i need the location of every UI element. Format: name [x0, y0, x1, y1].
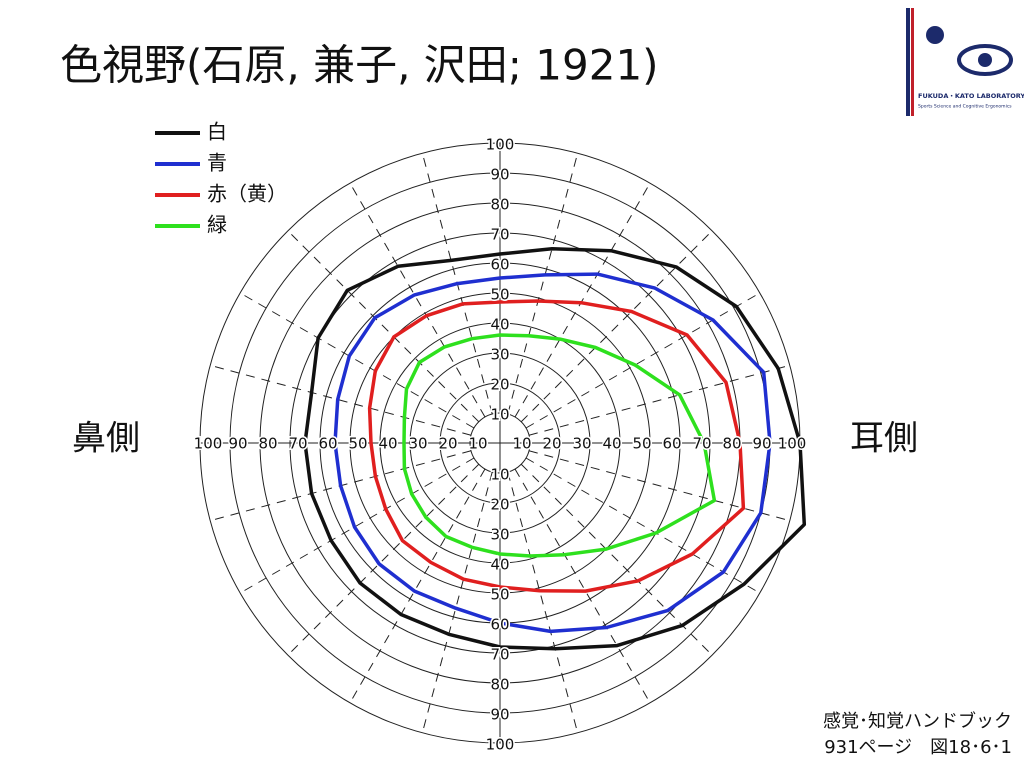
r-tick-label: 100: [194, 435, 223, 453]
spoke: [525, 457, 761, 594]
spoke: [287, 463, 480, 656]
grid-ring: [409, 352, 591, 534]
r-tick-label: 70: [490, 226, 509, 244]
r-tick-label: 50: [632, 435, 651, 453]
spoke: [507, 153, 579, 415]
field-line: [303, 247, 807, 651]
r-tick-label: 20: [438, 435, 457, 453]
r-tick-label: 20: [542, 435, 561, 453]
grid-ring: [379, 322, 621, 564]
r-tick-label: 70: [288, 435, 307, 453]
spoke: [349, 182, 486, 418]
r-tick-label: 30: [490, 346, 509, 364]
spoke: [349, 468, 486, 704]
r-tick-label: 100: [486, 136, 515, 154]
spoke: [239, 457, 475, 594]
spoke: [287, 230, 480, 423]
source-line: 931ページ 図18･6･1: [824, 737, 1012, 758]
logo-bar: [906, 8, 910, 116]
r-tick-label: 30: [408, 435, 427, 453]
spoke: [525, 292, 761, 429]
r-tick-label: 50: [490, 286, 509, 304]
spoke: [514, 182, 651, 418]
logo-subtext: Sports Science and Cognitive Ergonomics: [918, 104, 1012, 110]
r-tick-label: 40: [378, 435, 397, 453]
source-line: 感覚･知覚ハンドブック: [823, 710, 1012, 732]
spoke: [210, 364, 472, 436]
r-tick-label: 10: [490, 406, 509, 424]
spoke: [514, 468, 651, 704]
r-tick-label: 30: [490, 526, 509, 544]
r-tick-label: 100: [486, 736, 515, 754]
spoke: [528, 450, 790, 522]
r-tick-label: 90: [752, 435, 771, 453]
r-tick-label: 50: [348, 435, 367, 453]
field-line: [367, 299, 746, 593]
spoke: [239, 292, 475, 429]
legend: 白青赤（黄） 緑: [155, 120, 287, 237]
logo-bar: [911, 8, 914, 116]
r-tick-label: 40: [490, 316, 509, 334]
legend-label: 青: [207, 151, 227, 175]
field-line: [402, 333, 717, 558]
spoke: [421, 471, 493, 733]
spoke: [520, 230, 713, 423]
r-tick-label: 80: [722, 435, 741, 453]
grid-ring: [349, 292, 651, 594]
spoke: [528, 364, 790, 436]
r-tick-label: 60: [318, 435, 337, 453]
r-tick-label: 50: [490, 586, 509, 604]
grid-ring: [289, 232, 711, 654]
logo-text: FUKUDA・KATO LABORATORY: [918, 92, 1024, 100]
r-tick-label: 40: [490, 556, 509, 574]
legend-label: 白: [207, 120, 227, 144]
grid-ring: [439, 382, 561, 504]
spoke: [520, 463, 713, 656]
r-tick-label: 90: [228, 435, 247, 453]
r-tick-label: 70: [490, 646, 509, 664]
r-tick-label: 10: [512, 435, 531, 453]
legend-label: 赤（黄）: [207, 182, 287, 206]
r-tick-label: 100: [778, 435, 807, 453]
r-tick-label: 60: [662, 435, 681, 453]
logo-icon: [926, 26, 944, 44]
grid-ring: [469, 412, 531, 474]
r-tick-label: 80: [490, 676, 509, 694]
r-tick-label: 20: [490, 376, 509, 394]
r-tick-label: 80: [258, 435, 277, 453]
r-tick-label: 10: [468, 435, 487, 453]
legend-label: 緑: [207, 213, 227, 237]
r-tick-label: 90: [490, 166, 509, 184]
r-tick-label: 90: [490, 706, 509, 724]
r-tick-label: 80: [490, 196, 509, 214]
r-tick-label: 30: [572, 435, 591, 453]
r-tick-label: 10: [490, 466, 509, 484]
r-tick-label: 20: [490, 496, 509, 514]
logo-pupil: [978, 53, 992, 67]
r-tick-label: 40: [602, 435, 621, 453]
r-tick-label: 60: [490, 256, 509, 274]
polar-plot: 1010101020202020303030304040404050505050…: [192, 134, 808, 755]
logo: FUKUDA・KATO LABORATORY Sports Science an…: [906, 8, 1024, 116]
nasal-label: 鼻側: [72, 419, 140, 459]
logo-eye: [957, 44, 1013, 76]
r-tick-label: 60: [490, 616, 509, 634]
temporal-label: 耳側: [850, 419, 918, 459]
slide-title: 色視野(石原, 兼子, 沢田; 1921): [60, 41, 659, 90]
spoke: [507, 471, 579, 733]
r-tick-label: 70: [692, 435, 711, 453]
field-line: [333, 272, 772, 634]
